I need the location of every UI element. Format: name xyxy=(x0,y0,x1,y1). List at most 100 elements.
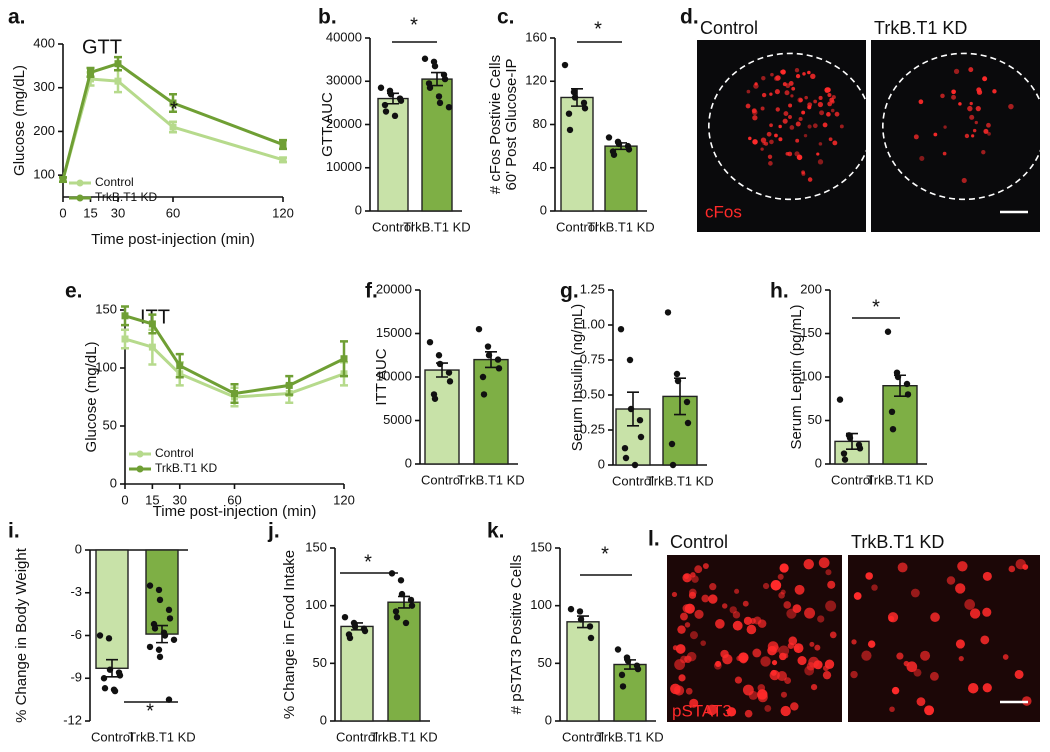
significance: * xyxy=(170,98,178,120)
cell xyxy=(818,557,830,569)
cell xyxy=(803,558,814,570)
data-point xyxy=(381,101,389,109)
significance: * xyxy=(410,14,418,36)
panel-letter: e. xyxy=(65,280,83,303)
x-axis-label: Time post-injection (min) xyxy=(153,503,317,520)
data-point xyxy=(351,623,359,630)
cell xyxy=(951,89,956,95)
data-point xyxy=(580,99,588,107)
data-point xyxy=(146,582,154,589)
cell xyxy=(795,121,801,127)
cell xyxy=(961,177,967,184)
cell xyxy=(702,563,709,569)
cell xyxy=(982,607,992,617)
cell xyxy=(981,149,986,155)
cell xyxy=(814,644,821,651)
y-axis-label: Glucose (mg/dL) xyxy=(11,65,28,176)
data-point xyxy=(156,653,164,661)
cell xyxy=(752,115,758,121)
point xyxy=(121,312,129,320)
cell xyxy=(827,101,833,107)
cell xyxy=(913,134,919,140)
data-point xyxy=(397,577,405,584)
data-point xyxy=(884,328,892,335)
data-point xyxy=(619,683,627,690)
panel-letter: f. xyxy=(365,280,378,303)
cell xyxy=(850,670,858,679)
data-point xyxy=(904,391,912,398)
cell xyxy=(770,580,782,591)
data-point xyxy=(576,608,584,615)
cell xyxy=(762,582,770,590)
point xyxy=(279,141,287,149)
error-bar xyxy=(431,71,443,87)
y-tick-label: 40 xyxy=(533,159,547,174)
data-point xyxy=(625,146,633,153)
x-tick-label: TrkB.T1 KD xyxy=(596,729,663,744)
y-axis-label: Serum Insulin (ng/mL) xyxy=(569,304,586,452)
data-point xyxy=(621,445,629,452)
cell xyxy=(795,138,800,143)
cell xyxy=(766,131,772,137)
legend-marker xyxy=(76,194,84,202)
x-tick-label: 30 xyxy=(111,205,125,220)
cell xyxy=(769,123,773,128)
data-point xyxy=(445,104,453,111)
panel-letter: l. xyxy=(648,528,660,551)
cell xyxy=(887,612,899,623)
cell xyxy=(853,592,862,600)
panel-letter: i. xyxy=(8,520,20,543)
cell xyxy=(778,137,783,142)
cell xyxy=(745,103,751,109)
cell xyxy=(974,120,978,125)
point xyxy=(176,362,184,370)
cell xyxy=(955,583,966,594)
cell xyxy=(969,608,981,619)
cell xyxy=(722,603,728,609)
data-point xyxy=(581,105,589,112)
cell xyxy=(770,669,777,676)
y-axis-label: Serum Leptin (pg/mL) xyxy=(788,304,805,449)
cell xyxy=(729,606,737,614)
cell xyxy=(817,615,825,623)
data-point xyxy=(445,369,453,376)
cell xyxy=(686,651,697,662)
x-tick-label: 120 xyxy=(272,205,294,220)
data-point xyxy=(846,434,854,442)
data-point xyxy=(495,365,503,372)
cell xyxy=(803,133,808,138)
cell xyxy=(830,108,835,113)
data-point xyxy=(577,616,585,623)
x-axis-label: Time post-injection (min) xyxy=(91,231,255,248)
cell xyxy=(834,111,840,117)
data-point xyxy=(426,84,434,91)
cell xyxy=(1022,564,1029,570)
cell xyxy=(788,636,798,646)
data-point xyxy=(684,419,692,427)
cell xyxy=(817,101,824,108)
data-point xyxy=(341,614,349,621)
cell xyxy=(920,650,931,661)
legend-marker xyxy=(136,450,144,458)
cell xyxy=(715,660,722,668)
cell xyxy=(682,604,692,613)
cell xyxy=(742,684,754,696)
cell xyxy=(694,609,704,619)
data-point xyxy=(435,93,443,100)
cell xyxy=(783,601,792,609)
data-point xyxy=(615,140,623,148)
panel-letter: k. xyxy=(487,520,505,543)
x-tick-label: TrkB.T1 KD xyxy=(457,472,524,487)
cell xyxy=(967,682,979,694)
cell xyxy=(919,155,925,161)
y-tick-label: 1.00 xyxy=(580,316,605,331)
panel-letter: g. xyxy=(560,280,579,303)
data-point xyxy=(402,619,410,627)
y-tick-label: 0 xyxy=(815,455,822,470)
cell xyxy=(774,89,780,95)
y-tick-label: 120 xyxy=(525,73,547,88)
cell xyxy=(760,106,765,111)
cell xyxy=(742,600,749,607)
cell xyxy=(969,101,973,106)
cell xyxy=(896,652,904,660)
